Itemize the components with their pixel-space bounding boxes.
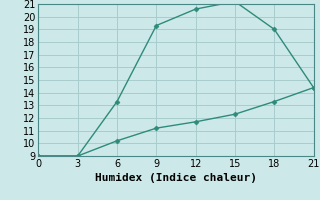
X-axis label: Humidex (Indice chaleur): Humidex (Indice chaleur) <box>95 173 257 183</box>
